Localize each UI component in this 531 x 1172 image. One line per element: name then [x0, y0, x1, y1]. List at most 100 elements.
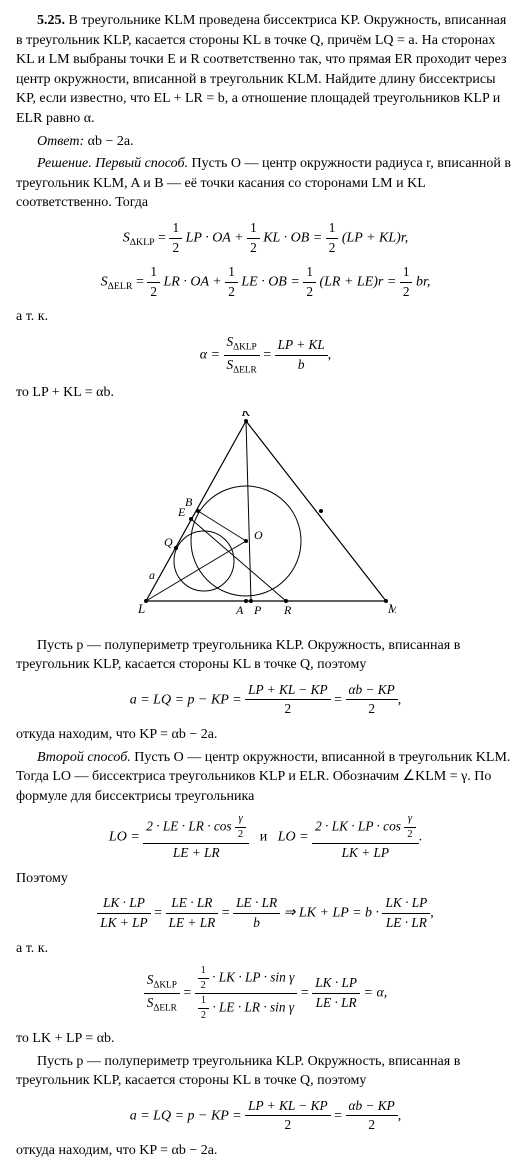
equation-2: SΔELR = 12 LR · OA + 12 LE · OB = 12 (LR… [16, 263, 515, 301]
answer-value: αb − 2a. [88, 134, 134, 149]
method2-p2: Пусть p — полупериметр треугольника KLP.… [16, 1052, 515, 1091]
point-p [249, 599, 253, 603]
eq5-g1: γ [235, 812, 246, 828]
eq2-d: br, [416, 274, 430, 289]
eq7-e3: = α, [364, 986, 388, 1001]
text-therefore: Поэтому [16, 869, 515, 889]
problem-number: 5.25. [37, 13, 65, 28]
text-atk: а т. к. [16, 307, 515, 327]
eq2-c: (LR + LE)r = [319, 274, 396, 289]
eq6-d1: LK + LP [97, 914, 150, 933]
eq6-e1: = [154, 906, 162, 921]
vertex-k [244, 419, 248, 423]
eq4-num2: αb − KP [346, 681, 398, 701]
eq5-lhs2: LO = [278, 830, 309, 845]
label-l: L [137, 601, 145, 616]
eq5-num2: 2 · LK · LP · cos [315, 819, 401, 834]
eq3-num-sub: ΔKLP [233, 343, 257, 353]
point-e [189, 517, 193, 521]
eq5-gd2: 2 [404, 828, 415, 843]
label-a: A [235, 603, 244, 617]
eq4-num: LP + KL − KP [245, 681, 331, 701]
bisector-kp [246, 421, 251, 601]
eq1-c: (LP + KL)r, [342, 230, 408, 245]
eq5-g2: γ [404, 812, 415, 828]
eq7-ds: ΔELR [153, 1004, 177, 1014]
eq5-den2: LK + LP [312, 844, 418, 863]
eq1-b: KL · OB = [263, 230, 322, 245]
label-o: O [254, 528, 263, 542]
eq6-d4: LE · LR [382, 914, 430, 933]
eq5-num1: 2 · LE · LR · cos [146, 819, 231, 834]
eq1-S: S [123, 230, 130, 245]
eq5-dot: . [419, 830, 423, 845]
eq7-e1: = [183, 986, 191, 1001]
point-km-tangent [319, 509, 323, 513]
equation-3: α = SΔKLP SΔELR = LP + KL b , [16, 333, 515, 377]
eq6-d3: b [233, 914, 280, 933]
method2-intro-p: Второй способ. Пусть O — центр окружност… [16, 748, 515, 807]
eq4-den: 2 [245, 700, 331, 719]
line-er [191, 519, 286, 601]
equation-1: SΔKLP = 12 LP · OA + 12 KL · OB = 12 (LP… [16, 219, 515, 257]
eq4-lhs: a = LQ = p − KP = [130, 692, 242, 707]
method1-label: Первый способ. [95, 156, 188, 171]
solution-label: Решение. [37, 156, 92, 171]
equation-6: LK · LPLK + LP = LE · LRLE + LR = LE · L… [16, 894, 515, 932]
eq4-den2: 2 [346, 700, 398, 719]
text-to: то LP + KL = αb. [16, 383, 515, 403]
eq7-ns: ΔKLP [153, 981, 177, 991]
eq6-d2: LE + LR [166, 914, 219, 933]
answer-label: Ответ: [37, 134, 84, 149]
eq8-den: 2 [245, 1116, 331, 1135]
eq4-eq: = [334, 692, 342, 707]
label-q: Q [164, 535, 173, 549]
eq3-comma: , [328, 347, 332, 362]
eq3-den2: b [275, 356, 328, 375]
triangle-figure: K L M E B Q O A P R a [16, 411, 515, 628]
method2-label: Второй способ. [37, 750, 131, 765]
point-a [244, 599, 248, 603]
eq3-num2: LP + KL [275, 336, 328, 356]
eq6-e2: = [222, 906, 230, 921]
eq2-sub: ΔELR [108, 281, 133, 292]
eq1-sub: ΔKLP [130, 237, 155, 248]
eq3-lhs: α = [200, 347, 220, 362]
label-r: R [283, 603, 292, 617]
text-atk2: а т. к. [16, 939, 515, 959]
label-a-seg: a [149, 568, 155, 582]
eq2-b: LE · OB = [241, 274, 299, 289]
eq1-a: LP · OA + [186, 230, 244, 245]
eq6-n3: LE · LR [233, 894, 280, 914]
problem-text: В треугольнике KLM проведена биссектриса… [16, 13, 507, 126]
eq5-den1: LE + LR [143, 844, 249, 863]
label-k: K [240, 411, 251, 419]
eq5-gd1: 2 [235, 828, 246, 843]
eq7-d3: LE · LR [312, 994, 360, 1013]
label-m: M [387, 601, 396, 616]
eq8-num: LP + KL − KP [245, 1097, 331, 1117]
eq6-n4: LK · LP [382, 894, 430, 914]
label-p: P [253, 603, 262, 617]
label-b: B [185, 495, 193, 509]
method1-p2: Пусть p — полупериметр треугольника KLP.… [16, 636, 515, 675]
eq7-n3: LK · LP [312, 974, 360, 994]
eq3-eq: = [263, 347, 271, 362]
eq5-lhs: LO = [109, 830, 140, 845]
eq7-e2: = [301, 986, 309, 1001]
text-to2: то LK + LP = αb. [16, 1029, 515, 1049]
eq6-impl: ⇒ LK + LP = b · [284, 906, 379, 921]
equation-5: LO = 2 · LE · LR · cos γ2 LE + LR и LO =… [16, 812, 515, 862]
eq8-den2: 2 [346, 1116, 398, 1135]
point-o [244, 539, 248, 543]
answer-line: Ответ: αb − 2a. [16, 132, 515, 152]
equation-8: a = LQ = p − KP = LP + KL − KP 2 = αb − … [16, 1097, 515, 1135]
eq5-and: и [260, 830, 268, 845]
eq6-n1: LK · LP [97, 894, 150, 914]
eq7-d2: · LE · LR · sin γ [212, 1000, 294, 1015]
point-q [174, 546, 178, 550]
eq8-lhs: a = LQ = p − KP = [130, 1108, 242, 1123]
incircle-klp [174, 531, 234, 591]
solution-intro: Решение. Первый способ. Пусть O — центр … [16, 154, 515, 213]
figure-svg: K L M E B Q O A P R a [136, 411, 396, 621]
